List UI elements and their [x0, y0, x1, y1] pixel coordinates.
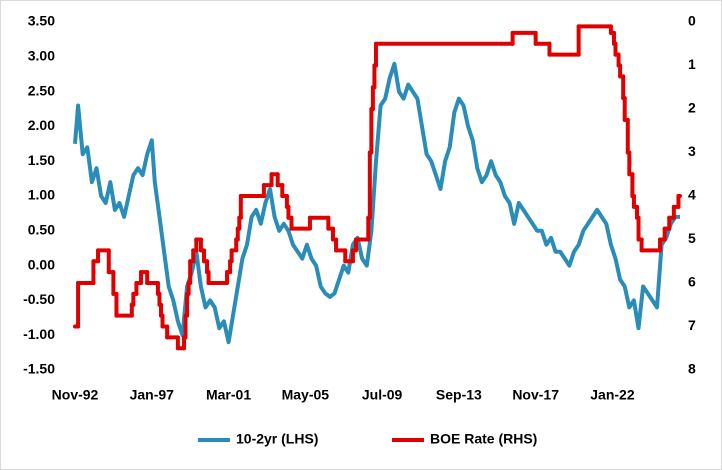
spread-line	[73, 61, 680, 345]
y2-tick-label: 7	[688, 317, 696, 333]
legend-label: BOE Rate (RHS)	[430, 431, 537, 447]
x-tick-label: Mar-01	[206, 387, 251, 403]
x-tick-label: Nov-92	[52, 387, 99, 403]
x-tick-label: Sep-13	[436, 387, 482, 403]
y-tick-label: -0.50	[23, 291, 55, 307]
y2-tick-label: 0	[688, 13, 696, 29]
y-tick-label: 0.00	[28, 256, 55, 272]
y-tick-label: -1.00	[23, 326, 55, 342]
y-tick-label: 1.50	[28, 152, 55, 168]
y-tick-label: 3.00	[28, 48, 55, 64]
y2-tick-label: 8	[688, 361, 696, 377]
y-tick-label: 2.50	[28, 82, 55, 98]
y2-tick-label: 5	[688, 230, 696, 246]
y-tick-label: 1.00	[28, 187, 55, 203]
y2-tick-label: 4	[688, 187, 696, 203]
y-tick-label: 0.50	[28, 222, 55, 238]
y2-tick-label: 2	[688, 100, 696, 116]
y2-tick-label: 1	[688, 56, 696, 72]
y-tick-label: 2.00	[28, 117, 55, 133]
y2-tick-label: 3	[688, 143, 696, 159]
y2-tick-label: 6	[688, 274, 696, 290]
legend-label: 10-2yr (LHS)	[236, 431, 318, 447]
x-tick-label: Jan-22	[590, 387, 635, 403]
x-tick-label: Jan-97	[130, 387, 175, 403]
x-tick-label: Nov-17	[512, 387, 559, 403]
x-tick-label: May-05	[282, 387, 330, 403]
y-tick-label: -1.50	[23, 361, 55, 377]
x-tick-label: Jul-09	[362, 387, 403, 403]
y-tick-label: 3.50	[28, 13, 55, 29]
